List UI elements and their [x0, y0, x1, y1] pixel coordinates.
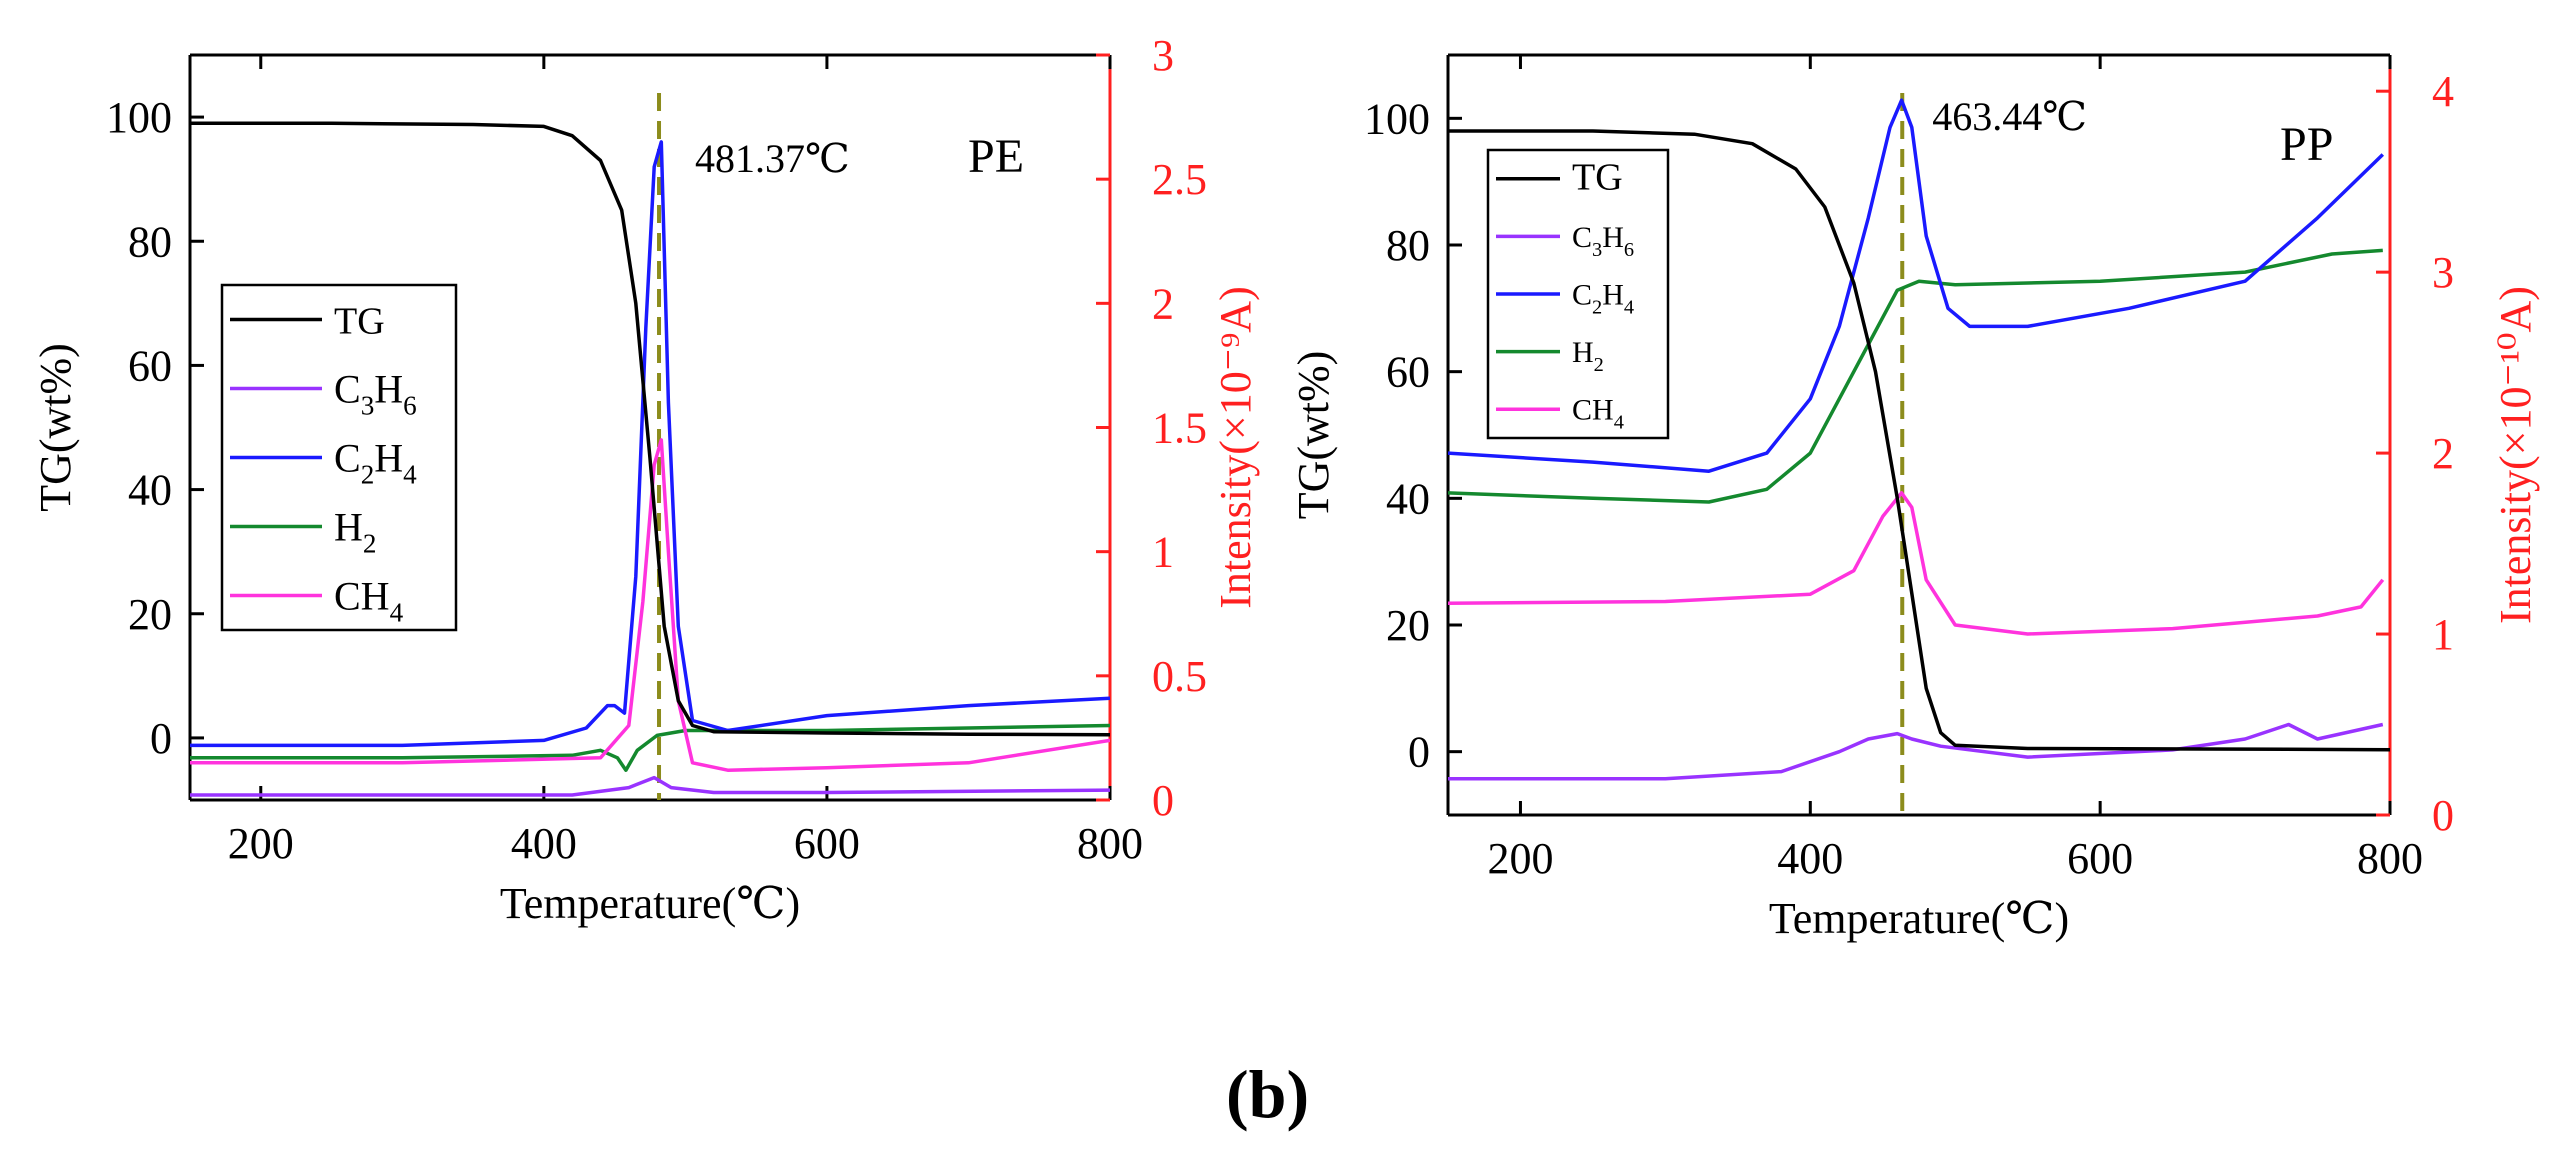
y-right-tick-label: 2 [1152, 279, 1174, 328]
y-right-tick-label: 3 [1152, 31, 1174, 80]
legend-label-h2: H2 [1572, 336, 1604, 376]
x-tick-label: 600 [2067, 834, 2133, 883]
y-right-tick-label: 1 [2432, 610, 2454, 659]
y-right-tick-label: 1.5 [1152, 404, 1207, 453]
y-right-axis-label: Intensity(×10⁻¹⁰A) [2491, 286, 2540, 624]
y-tick-label: 0 [150, 714, 172, 763]
series-line-c3h6 [190, 775, 1110, 797]
series-line-ch4 [1448, 491, 2385, 636]
figure-label: (b) [1226, 1056, 1310, 1132]
y-right-tick-label: 2 [2432, 429, 2454, 478]
y-tick-label: 100 [1364, 94, 1430, 143]
legend: TG C3H6 C2H4 H2 CH4 [1486, 148, 1670, 440]
x-tick-label: 600 [794, 819, 860, 868]
x-tick-label: 400 [511, 819, 577, 868]
x-tick-label: 800 [1077, 819, 1143, 868]
legend-label-c3h6: C3H6 [334, 367, 417, 421]
y-right-tick-label: 2.5 [1152, 155, 1207, 204]
y-right-tick-label: 0.5 [1152, 652, 1207, 701]
y-tick-label: 0 [1408, 728, 1430, 777]
y-tick-label: 40 [1386, 474, 1430, 523]
legend-label-tg: TG [334, 301, 385, 343]
y-axis-label: TG(wt%) [1289, 351, 1338, 520]
legend-label-ch4: CH4 [334, 574, 404, 628]
y-tick-label: 40 [128, 466, 172, 515]
y-tick-label: 60 [1386, 348, 1430, 397]
chart-pe: 200 400 600 80002040608010000.511.522.53Tem… [31, 31, 1260, 928]
legend-label-c2h4: C2H4 [1572, 279, 1634, 319]
panel-label: PE [968, 130, 1024, 183]
x-axis-label: Temperature(℃) [500, 879, 800, 928]
y-tick-label: 100 [106, 93, 172, 142]
chart-pp: 200 400 600 80002040608010001234Temperature… [1289, 53, 2540, 943]
y-axis-label: TG(wt%) [31, 343, 80, 512]
y-right-tick-label: 4 [2432, 67, 2454, 116]
y-right-tick-label: 0 [2432, 791, 2454, 840]
series-line-ch4 [190, 438, 1110, 772]
y-tick-label: 60 [128, 341, 172, 390]
x-axis-label: Temperature(℃) [1769, 894, 2069, 943]
series-line-tg [190, 121, 1110, 737]
peak-temperature-annotation: 481.37℃ [695, 136, 850, 181]
legend-label-ch4: CH4 [1572, 394, 1624, 434]
legend: TG C3H6 C2H4 H2 CH4 [220, 283, 458, 632]
series-line-c3h6 [1448, 722, 2384, 781]
legend-label-c2h4: C2H4 [334, 436, 417, 490]
x-tick-label: 400 [1777, 834, 1843, 883]
x-tick-label: 800 [2357, 834, 2423, 883]
y-tick-label: 80 [1386, 221, 1430, 270]
y-right-axis-label: Intensity(×10⁻⁹A) [1211, 286, 1260, 608]
series-line-h2 [1448, 248, 2383, 504]
x-tick-label: 200 [228, 819, 294, 868]
series-line-c2h4 [190, 140, 1110, 748]
series-line-h2 [190, 723, 1110, 772]
series-line-c2h4 [1448, 98, 2385, 473]
series-line-tg [1448, 129, 2390, 752]
x-tick-label: 200 [1487, 834, 1553, 883]
legend-label-h2: H2 [334, 505, 376, 559]
y-right-tick-label: 1 [1152, 528, 1174, 577]
legend-label-c3h6: C3H6 [1572, 221, 1634, 261]
peak-temperature-annotation: 463.44℃ [1932, 94, 2087, 139]
y-right-tick-label: 3 [2432, 248, 2454, 297]
panel-label: PP [2280, 118, 2333, 171]
y-tick-label: 80 [128, 217, 172, 266]
y-tick-label: 20 [128, 590, 172, 639]
y-tick-label: 20 [1386, 601, 1430, 650]
legend-label-tg: TG [1572, 156, 1623, 198]
y-right-tick-label: 0 [1152, 776, 1174, 825]
